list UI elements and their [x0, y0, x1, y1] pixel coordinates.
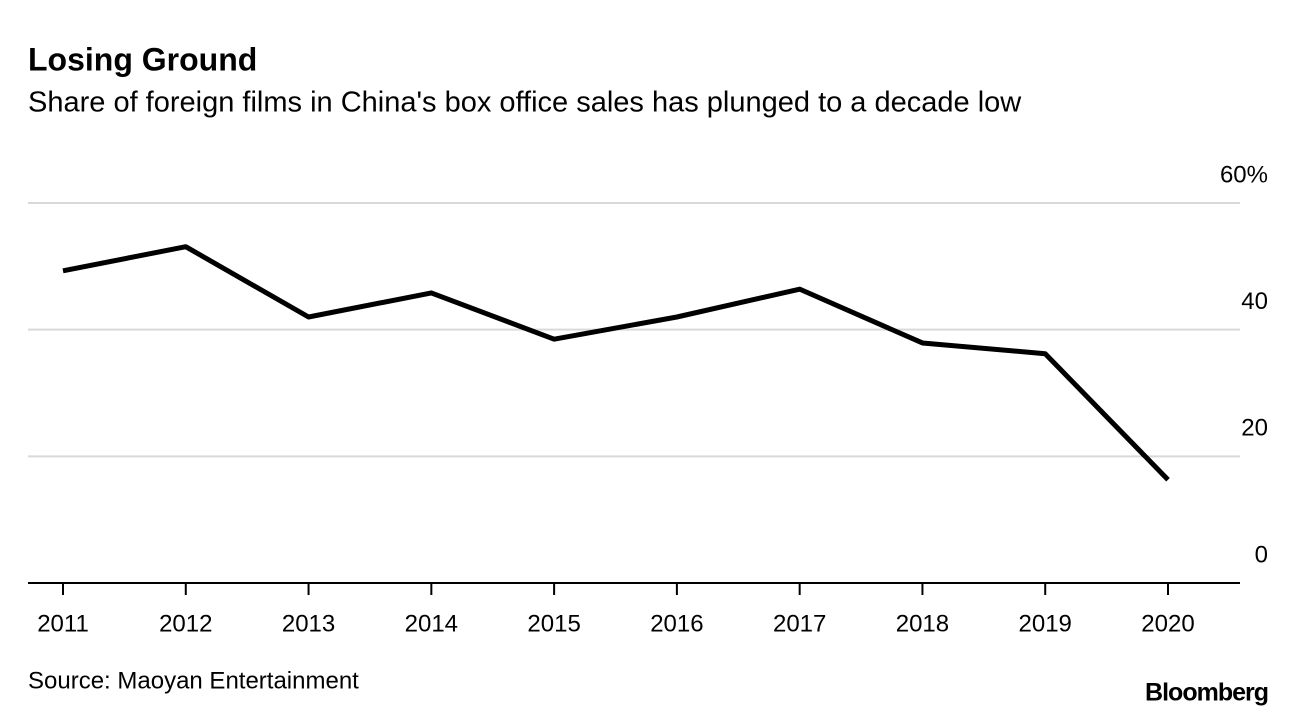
- y-tick-label: 20: [1241, 415, 1268, 442]
- x-tick-label: 2015: [527, 610, 580, 637]
- line-series: [62, 244, 1170, 482]
- x-tick-label: 2012: [159, 610, 212, 637]
- x-tick-label: 2018: [896, 610, 949, 637]
- x-tick-label: 2016: [650, 610, 703, 637]
- x-tick-label: 2017: [773, 610, 826, 637]
- chart-title: Losing Ground: [28, 41, 257, 77]
- x-tick-label: 2013: [282, 610, 335, 637]
- x-tick-label: 2011: [37, 610, 89, 637]
- y-tick-label: 40: [1241, 288, 1268, 315]
- x-tick-label: 2014: [405, 610, 458, 637]
- y-tick-label: 0: [1255, 541, 1268, 568]
- x-tick-label: 2020: [1141, 610, 1194, 637]
- brand: Bloomberg: [1145, 679, 1268, 707]
- source: Source: Maoyan Entertainment: [28, 667, 359, 694]
- y-tick-label: 60%: [1220, 161, 1268, 188]
- chart-subtitle: Share of foreign films in China's box of…: [28, 87, 1022, 119]
- x-tick-label: 2019: [1019, 610, 1072, 637]
